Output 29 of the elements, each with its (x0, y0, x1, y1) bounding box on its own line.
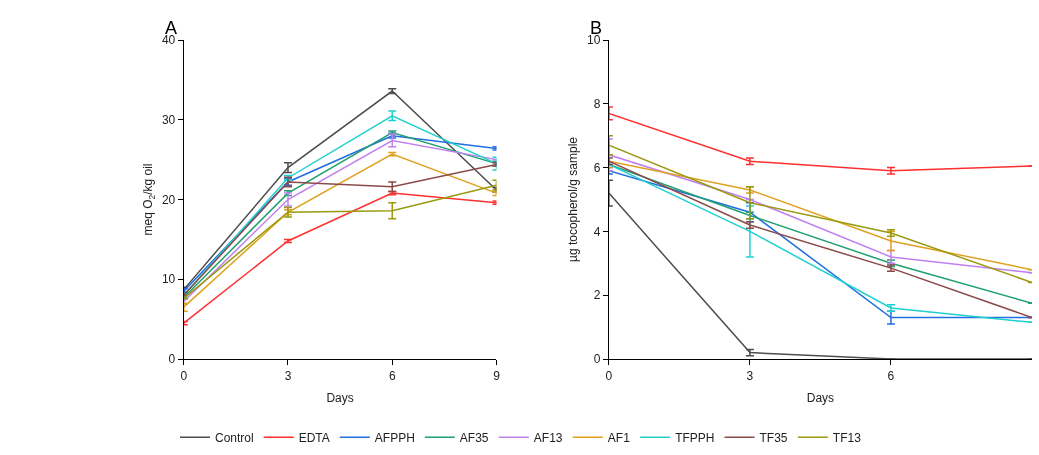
y-tick-label: 2 (593, 288, 601, 303)
line-series (183, 192, 497, 324)
x-tick-label: 0 (180, 368, 188, 383)
legend-label: AFPPH (374, 430, 415, 445)
y-tick-label: 10 (161, 272, 176, 287)
x-tick-label: 0 (605, 368, 613, 383)
legend-label: AF1 (607, 430, 631, 445)
x-axis-title: Days (326, 391, 354, 406)
legend-label: AF35 (459, 430, 489, 445)
y-tick-label: 4 (593, 224, 601, 239)
x-tick-label: 6 (887, 368, 895, 383)
y-tick-label: 30 (161, 112, 176, 127)
legend-label: Control (215, 430, 254, 445)
legend-label: EDTA (298, 430, 330, 445)
legend-label: TFPPH (675, 430, 715, 445)
y-tick-label: 20 (161, 192, 176, 207)
x-axis-title: Days (806, 391, 835, 406)
y-axis-title: µg tocopherol/g sample (566, 136, 581, 262)
y-tick-label: 0 (168, 352, 176, 367)
x-tick-label: 3 (284, 368, 292, 383)
legend-label: AF13 (533, 430, 563, 445)
y-tick-label: 0 (593, 352, 601, 367)
y-tick-label: 8 (593, 97, 601, 111)
legend-label: TF35 (759, 430, 788, 445)
y-tick-label: 6 (593, 160, 601, 175)
legend-label: TF13 (832, 430, 862, 445)
x-tick-label: 9 (493, 368, 501, 383)
x-tick-label: 6 (388, 368, 396, 383)
x-tick-label: 3 (746, 368, 754, 383)
